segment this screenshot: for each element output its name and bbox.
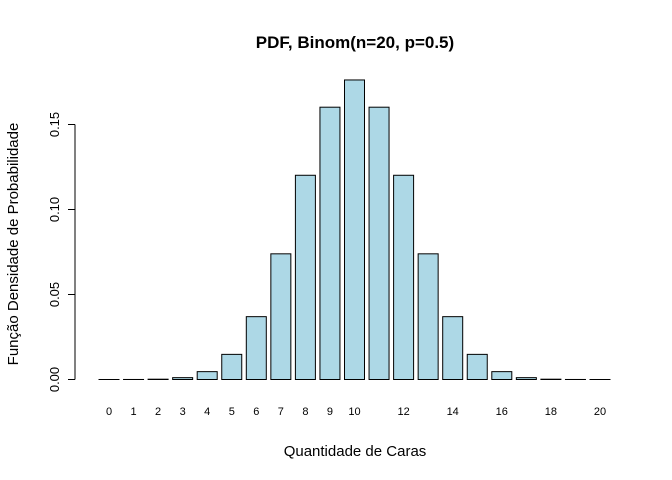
- x-category-label: 8: [302, 406, 308, 418]
- bars: [98, 79, 611, 381]
- bar-17: [515, 377, 537, 380]
- bar-10: [344, 79, 365, 381]
- category-labels: 0 1 2 3 4 5 6 7 8 9 10 12 14 16 18 20: [106, 406, 606, 418]
- bar-3: [172, 377, 194, 380]
- x-category-label: 16: [496, 406, 508, 418]
- bar-6: [245, 316, 267, 380]
- bar-16: [491, 371, 513, 380]
- x-category-label: 9: [327, 406, 333, 418]
- x-category-label: 14: [447, 406, 459, 418]
- x-category-label: 6: [253, 406, 259, 418]
- x-category-label: 10: [348, 406, 360, 418]
- x-category-label: 1: [130, 406, 136, 418]
- x-category-label: 3: [180, 406, 186, 418]
- chart-title: PDF, Binom(n=20, p=0.5): [256, 33, 454, 52]
- x-category-label: 0: [106, 406, 112, 418]
- y-tick-label: 0.15: [47, 112, 62, 137]
- bar-5: [221, 353, 243, 380]
- bar-4: [196, 371, 218, 380]
- x-category-label: 7: [278, 406, 284, 418]
- bar-8: [294, 174, 316, 380]
- y-axis-label: Função Densidade de Probabilidade: [5, 123, 22, 366]
- x-category-label: 2: [155, 406, 161, 418]
- x-category-label: 4: [204, 406, 210, 418]
- bar-11: [368, 106, 390, 380]
- x-category-label: 5: [229, 406, 235, 418]
- y-tick-label: 0.05: [47, 282, 62, 307]
- bar-13: [417, 253, 439, 380]
- bar-7: [270, 253, 292, 380]
- y-axis: 0.00 0.05 0.10 0.15: [47, 112, 76, 392]
- y-tick-label: 0.10: [47, 197, 62, 222]
- bar-12: [393, 174, 415, 380]
- y-tick-label: 0.00: [47, 367, 62, 392]
- bar-14: [442, 316, 464, 380]
- x-category-label: 18: [545, 406, 557, 418]
- x-category-label: 12: [397, 406, 409, 418]
- bar-9: [319, 106, 341, 380]
- x-category-label: 20: [594, 406, 606, 418]
- x-axis-label: Quantidade de Caras: [284, 443, 427, 460]
- bar-15: [466, 353, 488, 380]
